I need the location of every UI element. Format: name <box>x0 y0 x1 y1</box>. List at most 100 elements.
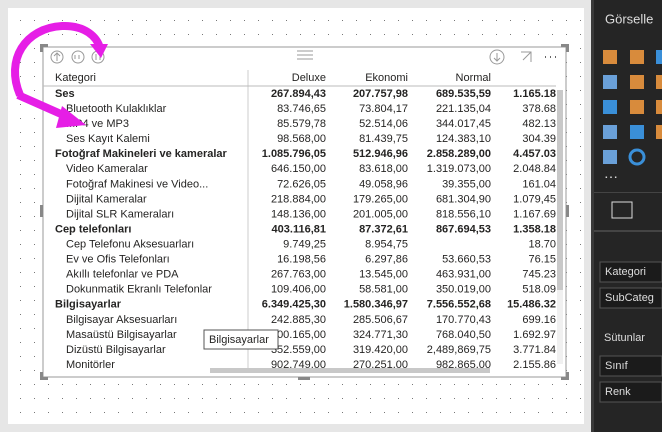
cell: 378.68 <box>522 103 556 115</box>
fields-tab[interactable] <box>611 201 633 219</box>
field-well[interactable] <box>599 381 662 403</box>
cell: 867.694,53 <box>436 223 491 235</box>
cell: 1.165.18 <box>513 88 556 100</box>
cell: 218.884,00 <box>271 193 326 205</box>
row-header[interactable]: Fotoğraf Makineleri ve kameralar <box>55 148 228 160</box>
cell: 518.09 <box>522 284 556 296</box>
cell: 124.383,10 <box>436 133 491 145</box>
row-header[interactable]: Dijital Kameralar <box>66 193 147 205</box>
arrow-head-top <box>90 44 108 58</box>
cell: 267.894,43 <box>271 88 326 100</box>
cell: 463.931,00 <box>436 269 491 281</box>
row-header[interactable]: Video Kameralar <box>66 163 148 175</box>
row-header[interactable]: Ev ve Ofis Telefonları <box>66 254 170 266</box>
field[interactable]: Kategori <box>605 266 646 278</box>
cell: 242.885,30 <box>271 314 326 326</box>
cell: 2,489,869,75 <box>427 344 491 356</box>
cell: 76.15 <box>528 254 556 266</box>
cell: 207.757,98 <box>353 88 408 100</box>
cell: 1.079,45 <box>513 193 556 205</box>
row-header[interactable]: MP4 ve MP3 <box>66 118 129 130</box>
cell: 1.167.69 <box>513 208 556 220</box>
cell: 270.251,00 <box>353 359 408 371</box>
cell: 646.150,00 <box>271 163 326 175</box>
cell: 15.486.32 <box>507 299 556 311</box>
cell: 304.39 <box>522 133 556 145</box>
column-header: Deluxe <box>292 72 326 84</box>
field-well[interactable] <box>599 355 662 377</box>
column-header: Ekonomi <box>365 72 408 84</box>
h-scrollbar-thumb[interactable] <box>210 368 490 373</box>
cell: 745.23 <box>522 269 556 281</box>
row-header[interactable]: Cep Telefonu Aksesuarları <box>66 239 194 251</box>
row-header[interactable]: Bilgisayar Aksesuarları <box>66 314 177 326</box>
cell: 512.946,96 <box>353 148 408 160</box>
resize-handles <box>40 44 569 380</box>
cell: 1.358.18 <box>513 223 556 235</box>
cell: 109.406,00 <box>271 284 326 296</box>
row-header[interactable]: Monitörler <box>66 359 115 371</box>
row-header[interactable]: Akıllı telefonlar ve PDA <box>66 269 179 281</box>
visualizations-pane: Görselle ⋯ SatırlarKategoriSubCategSütun… <box>591 0 662 432</box>
tooltip: Bilgisayarlar <box>209 334 269 346</box>
arrow-head <box>56 106 86 128</box>
cell: 73.804,17 <box>359 103 408 115</box>
cell: 768.040,50 <box>436 329 491 341</box>
arrow-curve <box>11 21 104 97</box>
cell: 352.559,00 <box>271 344 326 356</box>
row-header[interactable]: Fotoğraf Makinesi ve Video... <box>66 178 208 190</box>
field[interactable]: Renk <box>605 386 631 398</box>
cell: 53.660,53 <box>442 254 491 266</box>
cell: 52.514,06 <box>359 118 408 130</box>
row-header[interactable]: Bilgisayarlar <box>55 299 122 311</box>
row-header[interactable]: Bluetooth Kulaklıklar <box>66 103 167 115</box>
cell: 201.005,00 <box>353 208 408 220</box>
cell: 1.319.073,00 <box>427 163 491 175</box>
field[interactable]: Sınıf <box>605 360 629 372</box>
cell: 324.771,30 <box>353 329 408 341</box>
v-scrollbar-thumb[interactable] <box>557 90 563 290</box>
cell: 2.048.84 <box>513 163 556 175</box>
cell: 1.580.346,97 <box>344 299 408 311</box>
cell: 482.13 <box>522 118 556 130</box>
cell: 98.568,00 <box>277 133 326 145</box>
cell: 18.70 <box>528 239 556 251</box>
row-header[interactable]: Ses Kayıt Kalemi <box>66 133 150 145</box>
row-header[interactable]: Dizüstü Bilgisayarlar <box>66 344 166 356</box>
cell: 1.085.796,05 <box>262 148 326 160</box>
cell: 902.749,00 <box>271 359 326 371</box>
viz-icons[interactable]: ⋯ <box>603 50 662 185</box>
cell: 2.155.86 <box>513 359 556 371</box>
row-header[interactable]: Cep telefonları <box>55 223 131 235</box>
cell: 85.579,78 <box>277 118 326 130</box>
field-well[interactable] <box>599 287 662 309</box>
cell: 350.019,00 <box>436 284 491 296</box>
cell: 148.136,00 <box>271 208 326 220</box>
cell: 221.135,04 <box>436 103 491 115</box>
svg-text:⋯: ⋯ <box>604 169 618 185</box>
cell: 982.865,00 <box>436 359 491 371</box>
field[interactable]: SubCateg <box>605 292 654 304</box>
row-header[interactable]: Ses <box>55 88 75 100</box>
cell: 49.058,96 <box>359 178 408 190</box>
columns-label: Sütunlar <box>604 332 645 344</box>
matrix: Kategori Deluxe Ekonomi Normal Ses 267.894,43… <box>55 72 556 371</box>
cell: 3.771.84 <box>513 344 556 356</box>
row-header[interactable]: Masaüstü Bilgisayarlar <box>66 329 177 341</box>
column-header: Kategori <box>55 72 96 84</box>
cell: 16.198,56 <box>277 254 326 266</box>
field-well[interactable] <box>599 261 662 283</box>
cell: 1.692.97 <box>513 329 556 341</box>
row-header[interactable]: Dokunmatik Ekranlı Telefonlar <box>66 284 212 296</box>
cell: 2.858.289,00 <box>427 148 491 160</box>
cell: 9.749,25 <box>283 239 326 251</box>
cell: 7.556.552,68 <box>427 299 491 311</box>
cell: 6.297,86 <box>365 254 408 266</box>
pane-title: Görselle <box>605 11 653 26</box>
row-header[interactable]: Dijital SLR Kameraları <box>66 208 174 220</box>
cell: 689.535,59 <box>436 88 491 100</box>
cell: 58.581,00 <box>359 284 408 296</box>
cell: 403.116,81 <box>272 223 326 235</box>
cell: 818.556,10 <box>436 208 491 220</box>
